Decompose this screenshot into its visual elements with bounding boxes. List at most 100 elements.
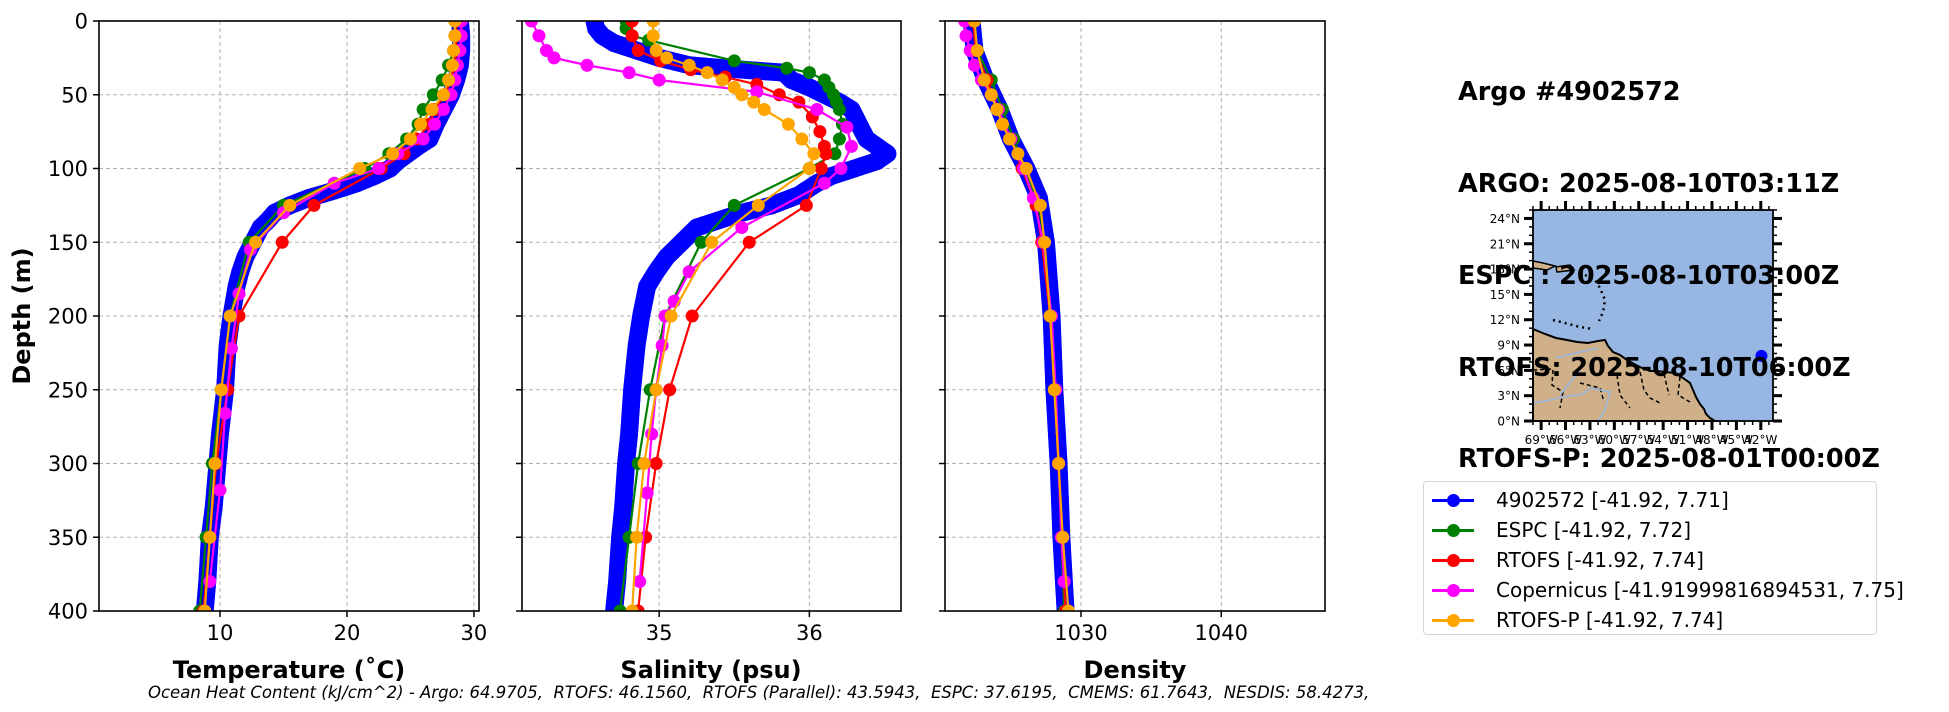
data-point-rtofs-p: [660, 51, 674, 65]
x-tick-label: 10: [207, 621, 234, 645]
map-lon-label: 69°W: [1525, 433, 1558, 447]
data-point-rtofs-p: [198, 604, 212, 611]
legend-label: RTOFS [-41.92, 7.74]: [1496, 548, 1704, 572]
data-point-rtofs-p: [807, 147, 821, 161]
data-point-copernicus: [416, 132, 430, 146]
data-point-rtofs-p: [967, 21, 981, 28]
data-point-rtofs-p: [249, 235, 263, 249]
map-lat-label: 24°N: [1490, 212, 1520, 226]
title-argo-time: ARGO: 2025-08-10T03:11Z: [1458, 168, 1840, 199]
data-point-rtofs-p: [705, 235, 719, 249]
density-x-label: Density: [1084, 656, 1187, 684]
y-tick-label: 150: [48, 231, 88, 255]
data-point-rtofs-p: [625, 604, 639, 611]
y-tick-label: 350: [48, 526, 88, 550]
data-point-copernicus: [622, 66, 636, 80]
location-map: 0°N 3°N 6°N 9°N 12°N 15°N 18°N 21°N 24°N 69°W66°W…: [1490, 201, 1782, 447]
legend-item-argo: 4902572 [-41.92, 7.71]: [1424, 486, 1729, 514]
data-point-rtofs-p: [751, 198, 765, 212]
title-espc-time: ESPC : 2025-08-10T03:00Z: [1458, 260, 1840, 291]
data-point-rtofs-p: [1052, 457, 1066, 470]
data-point-rtofs-p: [1011, 147, 1025, 161]
data-point-copernicus: [640, 486, 654, 500]
data-point-rtofs-p: [214, 383, 228, 397]
x-tick-label: 20: [334, 621, 361, 645]
map-antilles-arc: [1552, 273, 1607, 331]
map-lon-label: 54°W: [1647, 433, 1680, 447]
data-point-rtofs: [742, 235, 756, 249]
data-point-rtofs-p: [630, 530, 644, 544]
legend-label: RTOFS-P [-41.92, 7.74]: [1496, 608, 1724, 632]
data-point-rtofs-p: [425, 103, 439, 116]
data-point-rtofs-p: [747, 95, 761, 109]
y-tick-label: 50: [61, 83, 88, 107]
map-lat-label: 3°N: [1497, 389, 1520, 403]
data-point-rtofs-p: [283, 198, 297, 212]
map-lat-label: 6°N: [1497, 364, 1520, 378]
map-land-puerto-rico: [1555, 264, 1576, 273]
data-point-rtofs-p: [1033, 198, 1047, 212]
data-point-rtofs: [663, 383, 677, 397]
data-point-copernicus: [547, 51, 561, 65]
legend-marker-icon: [1432, 486, 1474, 514]
data-point-copernicus: [633, 575, 647, 588]
data-point-rtofs-p: [353, 162, 367, 175]
data-point-rtofs-p: [442, 73, 456, 87]
data-point-copernicus: [958, 21, 972, 28]
map-lon-label: 57°W: [1622, 433, 1655, 447]
data-point-rtofs-p: [414, 117, 428, 131]
data-point-copernicus: [834, 162, 848, 175]
data-point-rtofs-p: [1043, 309, 1057, 323]
data-point-rtofs-p: [1047, 383, 1061, 397]
salinity-panel: 35 36: [516, 20, 902, 645]
legend-marker-icon: [1432, 576, 1474, 604]
data-point-rtofs-p: [700, 66, 714, 80]
y-tick-label: 100: [48, 157, 88, 181]
data-point-rtofs-p: [1019, 162, 1033, 175]
data-point-rtofs-p: [757, 103, 771, 116]
data-point-rtofs-p: [203, 530, 217, 544]
series-line-rtofs-p: [631, 21, 815, 611]
legend-marker-icon: [1432, 606, 1474, 634]
legend-label: Copernicus [-41.91999816894531, 7.75]: [1496, 578, 1904, 602]
data-point-rtofs-p: [715, 73, 729, 87]
map-frame: [1532, 209, 1774, 422]
x-tick-label: 36: [796, 621, 823, 645]
map-lat-label: 9°N: [1497, 339, 1520, 353]
data-point-espc: [832, 103, 846, 116]
y-tick-label: 300: [48, 452, 88, 476]
data-point-rtofs: [625, 21, 639, 28]
x-tick-label: 35: [646, 621, 673, 645]
data-point-rtofs-p: [646, 21, 660, 28]
legend-marker-icon: [1432, 546, 1474, 574]
data-point-rtofs: [799, 198, 813, 212]
legend-item-rtofs: RTOFS [-41.92, 7.74]: [1424, 546, 1704, 574]
legend-label: 4902572 [-41.92, 7.71]: [1496, 488, 1729, 512]
data-point-rtofs: [814, 162, 828, 175]
data-point-copernicus: [750, 85, 764, 99]
data-point-rtofs-p: [649, 44, 663, 57]
data-point-rtofs: [685, 309, 699, 323]
data-point-rtofs-p: [445, 58, 459, 72]
map-lat-label: 12°N: [1490, 313, 1520, 327]
map-lon-label: 51°W: [1671, 433, 1704, 447]
data-point-copernicus: [735, 221, 749, 234]
map-lon-label: 63°W: [1573, 433, 1606, 447]
data-point-rtofs-p: [995, 117, 1009, 131]
temperature-x-label: Temperature (˚C): [173, 656, 406, 684]
data-point-rtofs: [307, 198, 321, 212]
y-tick-label: 400: [48, 600, 88, 624]
axes-frame: [98, 20, 480, 612]
map-lon-label: 66°W: [1549, 433, 1582, 447]
data-point-rtofs-p: [1003, 132, 1017, 146]
data-point-copernicus: [580, 58, 594, 72]
data-point-copernicus: [218, 406, 232, 420]
data-point-rtofs-p: [1061, 604, 1075, 611]
map-lon-label: 45°W: [1720, 433, 1753, 447]
data-point-rtofs-p: [1038, 235, 1052, 249]
data-point-rtofs-p: [649, 383, 663, 397]
ocean-heat-content-footer: Ocean Heat Content (kJ/cm^2) - Argo: 64.…: [148, 683, 1370, 702]
y-axis-label: Depth (m): [8, 247, 36, 384]
